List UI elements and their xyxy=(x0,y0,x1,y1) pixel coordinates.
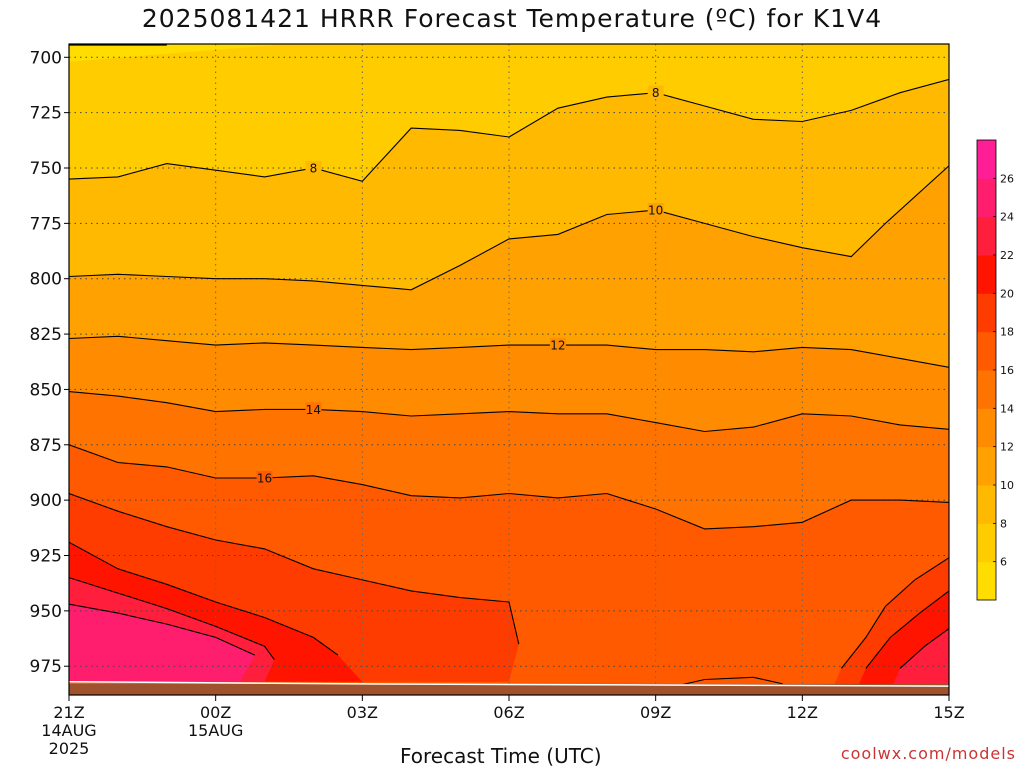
isotherm-band-22-24 xyxy=(69,577,275,660)
colorbar-label: 14 xyxy=(1000,402,1014,415)
x-tick-label: 03Z xyxy=(347,703,378,722)
y-tick-label: 825 xyxy=(30,325,62,345)
colorbar-swatch xyxy=(977,523,996,563)
colorbar-swatch xyxy=(977,216,996,256)
contour-label-bg xyxy=(647,203,664,217)
y-axis: 700 725 750 775 800 825 850 875 900 925 950 975 xyxy=(30,48,69,677)
contour-label-bg xyxy=(647,85,664,99)
contour-label-16: 16 xyxy=(257,472,272,486)
colorbar-label: 26 xyxy=(1000,172,1014,185)
contour-label-bg xyxy=(256,471,273,484)
colorbar-label: 10 xyxy=(1000,479,1014,492)
colorbar-label: 6 xyxy=(1000,556,1007,569)
colorbar: 6 8 10 12 14 16 18 20 22 24 26 xyxy=(976,139,1014,601)
isotherm-band-18-20 xyxy=(69,492,520,645)
y-tick-label: 925 xyxy=(30,547,62,567)
colorbar-label: 8 xyxy=(1000,517,1007,530)
colorbar-swatch xyxy=(977,485,996,524)
colorbar-swatch xyxy=(977,446,996,486)
x-axis-label: Forecast Time (UTC) xyxy=(400,744,602,768)
colorbar-swatch xyxy=(977,178,996,218)
contour-label-bg xyxy=(305,402,322,416)
colorbar-label: 20 xyxy=(1000,287,1014,300)
contour-label-12: 12 xyxy=(550,339,565,353)
isotherm-band-right-18-20 xyxy=(840,557,949,669)
contour-label-14: 14 xyxy=(306,403,321,417)
band-right-22-24 xyxy=(890,628,949,691)
x-tick-label: 12Z xyxy=(787,703,818,722)
isotherm-band-right-22-24 xyxy=(899,628,949,669)
colorbar-label: 24 xyxy=(1000,211,1014,224)
x-tick-year: 2025 xyxy=(49,739,90,758)
colorbar-swatch xyxy=(977,331,996,371)
colorbar-label: 16 xyxy=(1000,364,1014,377)
y-tick-label: 750 xyxy=(30,159,62,179)
colorbar-swatch xyxy=(977,408,996,448)
isotherm-lines: 8 8 10 12 14 16 xyxy=(69,44,949,692)
x-tick-label: 15Z xyxy=(933,703,964,722)
chart-title: 2025081421 HRRR Forecast Temperature (ºC… xyxy=(141,4,883,33)
isotherm-8 xyxy=(69,78,949,182)
colorbar-label: 18 xyxy=(1000,326,1014,339)
contour-label-10: 10 xyxy=(648,204,663,218)
isotherm-10 xyxy=(69,165,949,291)
x-tick-label: 06Z xyxy=(493,703,524,722)
colorbar-swatch xyxy=(977,255,996,294)
y-tick-label: 700 xyxy=(30,48,62,68)
colorbar-swatch xyxy=(977,140,996,179)
credit-link[interactable]: coolwx.com/models xyxy=(840,744,1016,763)
colorbar-swatch xyxy=(977,293,996,333)
colorbar-label: 12 xyxy=(1000,441,1014,454)
y-tick-label: 725 xyxy=(30,104,62,124)
surface-terrain xyxy=(68,680,950,695)
y-tick-label: 950 xyxy=(30,602,62,622)
contour-label-8: 8 xyxy=(310,162,318,176)
colorbar-label: 22 xyxy=(1000,249,1014,262)
x-tick-label: 09Z xyxy=(640,703,671,722)
isotherm-16 xyxy=(69,444,949,530)
x-tick-date: 15AUG xyxy=(188,721,243,740)
contour-label-bg xyxy=(305,161,322,174)
y-tick-label: 800 xyxy=(30,270,62,290)
terrain-fill xyxy=(69,683,949,695)
isotherm-band-right-20-22 xyxy=(865,590,949,669)
x-tick-date: 14AUG xyxy=(41,721,96,740)
y-tick-label: 775 xyxy=(30,214,62,234)
x-tick-label: 00Z xyxy=(200,703,231,722)
isotherm-14 xyxy=(69,391,949,433)
y-tick-label: 875 xyxy=(30,436,62,456)
isotherm-band-20-22 xyxy=(69,541,339,656)
colorbar-swatch xyxy=(977,561,996,601)
y-tick-label: 850 xyxy=(30,380,62,400)
contour-label-8: 8 xyxy=(652,86,660,100)
isotherm-12 xyxy=(69,335,949,368)
surface-line xyxy=(68,680,950,687)
band-24-26 xyxy=(69,604,255,682)
x-tick-label: 21Z xyxy=(53,703,84,722)
y-tick-label: 975 xyxy=(30,657,62,677)
isotherm-band-24-26 xyxy=(69,603,256,656)
contour-label-bg xyxy=(549,338,566,352)
colorbar-swatch xyxy=(977,370,996,409)
y-tick-label: 900 xyxy=(30,491,62,511)
